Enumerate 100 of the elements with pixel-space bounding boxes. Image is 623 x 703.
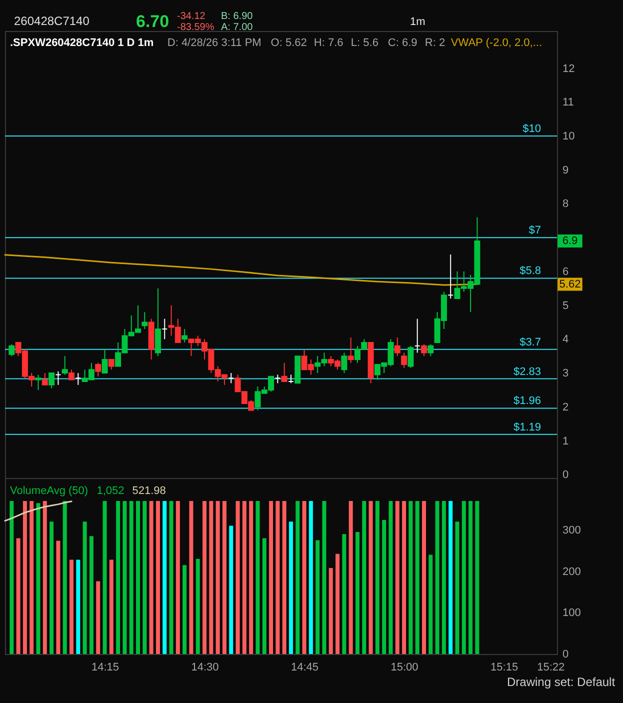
annotation: -83.59% <box>177 22 214 33</box>
candlestick <box>75 372 82 386</box>
candlestick <box>108 358 114 370</box>
bar <box>455 522 460 654</box>
ref-line-label: $3.7 <box>520 336 541 348</box>
annotation: 5.62 <box>559 278 581 290</box>
y-tick-label: 5 <box>562 300 569 312</box>
bar <box>462 501 466 654</box>
candlestick <box>42 372 48 386</box>
y-tick-label: 8 <box>562 198 569 210</box>
candlestick <box>281 362 288 382</box>
bar <box>415 501 420 654</box>
bar <box>136 501 140 654</box>
bar <box>22 501 27 654</box>
x-tick-label: 14:45 <box>291 662 319 674</box>
bar <box>56 540 60 654</box>
annotation: D: 4/28/26 3:11 PM <box>167 37 262 49</box>
bar <box>176 501 180 654</box>
bar <box>196 558 200 654</box>
y-tick-label: 4 <box>562 334 569 346</box>
candlestick <box>62 356 68 376</box>
bar <box>368 501 373 654</box>
candlestick <box>8 344 15 357</box>
text: 6.70 <box>136 12 170 31</box>
bar <box>89 536 94 654</box>
bar <box>408 501 413 654</box>
bar <box>382 520 386 654</box>
candlestick <box>35 374 42 390</box>
bar <box>216 501 220 654</box>
text: B: 6.90 <box>221 11 254 22</box>
bar <box>262 538 266 654</box>
candlestick <box>142 312 148 330</box>
bar <box>142 501 147 654</box>
candlestick <box>428 344 434 357</box>
ref-line-label: $7 <box>528 224 541 237</box>
x-tick-label: 15:15 <box>490 662 518 674</box>
candlestick <box>348 336 354 364</box>
ref-line-label: $2.83 <box>513 366 541 378</box>
candlestick <box>401 352 408 368</box>
bar <box>448 501 453 654</box>
bar <box>395 501 400 654</box>
bar <box>282 501 286 654</box>
bar <box>242 501 246 654</box>
x-tick-label: 14:30 <box>191 662 219 674</box>
bar <box>355 532 360 654</box>
bar <box>162 501 167 654</box>
bar <box>222 501 226 654</box>
bar <box>308 501 313 654</box>
bar <box>256 501 260 654</box>
bar <box>50 522 54 654</box>
annotation: 6.9 <box>562 234 578 247</box>
bar <box>322 501 326 654</box>
bar <box>336 554 340 654</box>
candlestick <box>154 288 161 357</box>
candlestick <box>394 336 400 357</box>
ref-line-label: $10 <box>522 122 541 135</box>
y-tick-label: 12 <box>562 62 575 75</box>
annotation: O: 5.62 <box>270 37 307 49</box>
bar <box>316 540 320 654</box>
annotation: C: 6.9 <box>388 37 418 49</box>
bar <box>109 560 114 654</box>
candlestick <box>102 348 108 374</box>
bar <box>348 501 353 654</box>
bar <box>302 501 306 654</box>
y-tick-label: 10 <box>562 130 575 142</box>
bar <box>375 501 380 654</box>
y-tick-label: 9 <box>562 164 569 176</box>
text: 260428C7140 <box>14 14 90 28</box>
text: -34.12 <box>177 11 206 22</box>
ref-line-label: $5.8 <box>520 265 541 278</box>
candlestick <box>182 328 188 344</box>
text: 1,052 <box>96 485 124 497</box>
y-tick-label: 6 <box>562 266 569 278</box>
bar <box>116 501 120 654</box>
candlestick <box>68 369 75 380</box>
bar <box>62 501 67 654</box>
bar <box>42 501 47 654</box>
bar <box>209 501 214 654</box>
candlestick <box>448 254 454 300</box>
bar <box>30 501 34 654</box>
candlestick <box>341 352 348 374</box>
x-tick-label: 15:22 <box>537 662 565 674</box>
bar <box>269 501 274 654</box>
bar <box>402 501 406 654</box>
bar <box>229 526 234 654</box>
bar <box>236 501 240 654</box>
bar <box>102 501 107 654</box>
bar <box>82 522 87 654</box>
bar <box>428 554 433 654</box>
y-tick-label: 11 <box>562 96 574 109</box>
bar <box>156 501 160 654</box>
bar <box>36 503 40 654</box>
y-tick-label: 3 <box>562 368 569 380</box>
annotation: H: 7.6 <box>314 37 344 49</box>
bar <box>169 501 174 654</box>
bar <box>468 501 473 654</box>
annotation: A: 7.00 <box>221 22 254 33</box>
bar <box>96 581 100 654</box>
text: Drawing set: Default <box>507 675 616 689</box>
y-tick-label: 300 <box>562 524 581 536</box>
